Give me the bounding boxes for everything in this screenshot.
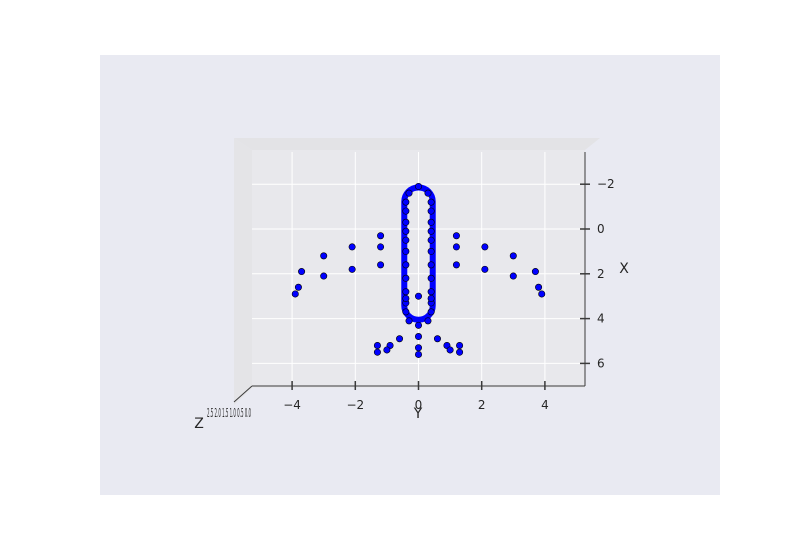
scatter-point <box>481 265 489 273</box>
z-axis-tick-labels: 2.5 2.0 1.5 1.0 0.5 0.0 <box>207 406 251 420</box>
y-tick-label-4: 6 <box>597 356 605 370</box>
grid <box>252 152 585 386</box>
scatter-point <box>535 283 543 291</box>
scatter-point <box>348 265 356 273</box>
scatter-point <box>433 335 441 343</box>
scatter-point <box>509 272 517 280</box>
z-axis-line <box>233 385 253 403</box>
scatter-point <box>402 261 410 269</box>
scatter-points <box>291 182 546 358</box>
scatter-point <box>427 227 435 235</box>
scatter-point <box>427 288 435 296</box>
y-axis-label: X <box>619 261 629 277</box>
scatter-point <box>320 252 328 260</box>
x-tick-label-2: 0 <box>415 398 423 412</box>
scatter-point <box>294 283 302 291</box>
scatter-point <box>402 218 410 226</box>
scatter-point <box>531 268 539 276</box>
scatter-point <box>377 232 385 240</box>
scatter-point <box>291 290 299 298</box>
scatter-point <box>427 308 435 316</box>
scatter-point <box>509 252 517 260</box>
scatter-point <box>456 348 464 356</box>
top-pane <box>234 138 600 150</box>
x-tick-label-0: −4 <box>283 398 301 412</box>
scatter-point <box>452 261 460 269</box>
scatter-point <box>377 261 385 269</box>
scatter-point <box>298 268 306 276</box>
scatter-point <box>414 182 422 190</box>
scatter-point <box>427 261 435 269</box>
scatter-point <box>348 243 356 251</box>
scatter-point <box>414 292 422 300</box>
scatter-point <box>402 288 410 296</box>
x-tick-label-1: −2 <box>346 398 364 412</box>
scatter-point <box>427 218 435 226</box>
x-axis-label: Y <box>413 406 423 422</box>
x-tick-label-4: 4 <box>541 398 549 412</box>
scatter-point <box>452 243 460 251</box>
scatter-point <box>414 321 422 329</box>
scatter-point <box>427 294 435 302</box>
scatter-point <box>424 189 432 197</box>
scatter-point <box>402 198 410 206</box>
scatter-point <box>402 227 410 235</box>
scatter-point <box>402 294 410 302</box>
scatter-point <box>427 207 435 215</box>
scatter-point <box>427 198 435 206</box>
scatter-point <box>481 243 489 251</box>
y-tick-label-3: 4 <box>597 312 605 326</box>
scatter-point <box>373 348 381 356</box>
scatter-point <box>414 333 422 341</box>
scatter-point <box>427 236 435 244</box>
y-tick-label-1: 0 <box>597 222 605 236</box>
scatter-point <box>446 346 454 354</box>
y-tick-label-0: −2 <box>597 177 615 191</box>
x-tick-label-3: 2 <box>478 398 486 412</box>
scatter-point <box>538 290 546 298</box>
scatter-point <box>320 272 328 280</box>
scatter-point <box>402 236 410 244</box>
scatter-point <box>424 317 432 325</box>
y-axis-ticks: −2 0 2 4 6 <box>580 177 615 370</box>
z-axis-label: Z <box>194 416 204 432</box>
scatter-point <box>402 247 410 255</box>
y-tick-label-2: 2 <box>597 267 605 281</box>
scatter-point <box>427 247 435 255</box>
x-axis-ticks: −4 −2 0 2 4 <box>283 381 549 412</box>
scatter-point <box>405 189 413 197</box>
scatter-point <box>402 207 410 215</box>
scatter-point <box>414 350 422 358</box>
scatter-point <box>402 274 410 282</box>
scatter-point <box>452 232 460 240</box>
scatter-point <box>427 274 435 282</box>
scatter-point <box>414 344 422 352</box>
scatter-point <box>405 317 413 325</box>
scatter-point <box>456 341 464 349</box>
scatter-point <box>402 308 410 316</box>
scatter-point <box>373 341 381 349</box>
scatter-point <box>383 346 391 354</box>
scatter-point <box>377 243 385 251</box>
left-pane <box>234 138 252 405</box>
scatter-point <box>396 335 404 343</box>
